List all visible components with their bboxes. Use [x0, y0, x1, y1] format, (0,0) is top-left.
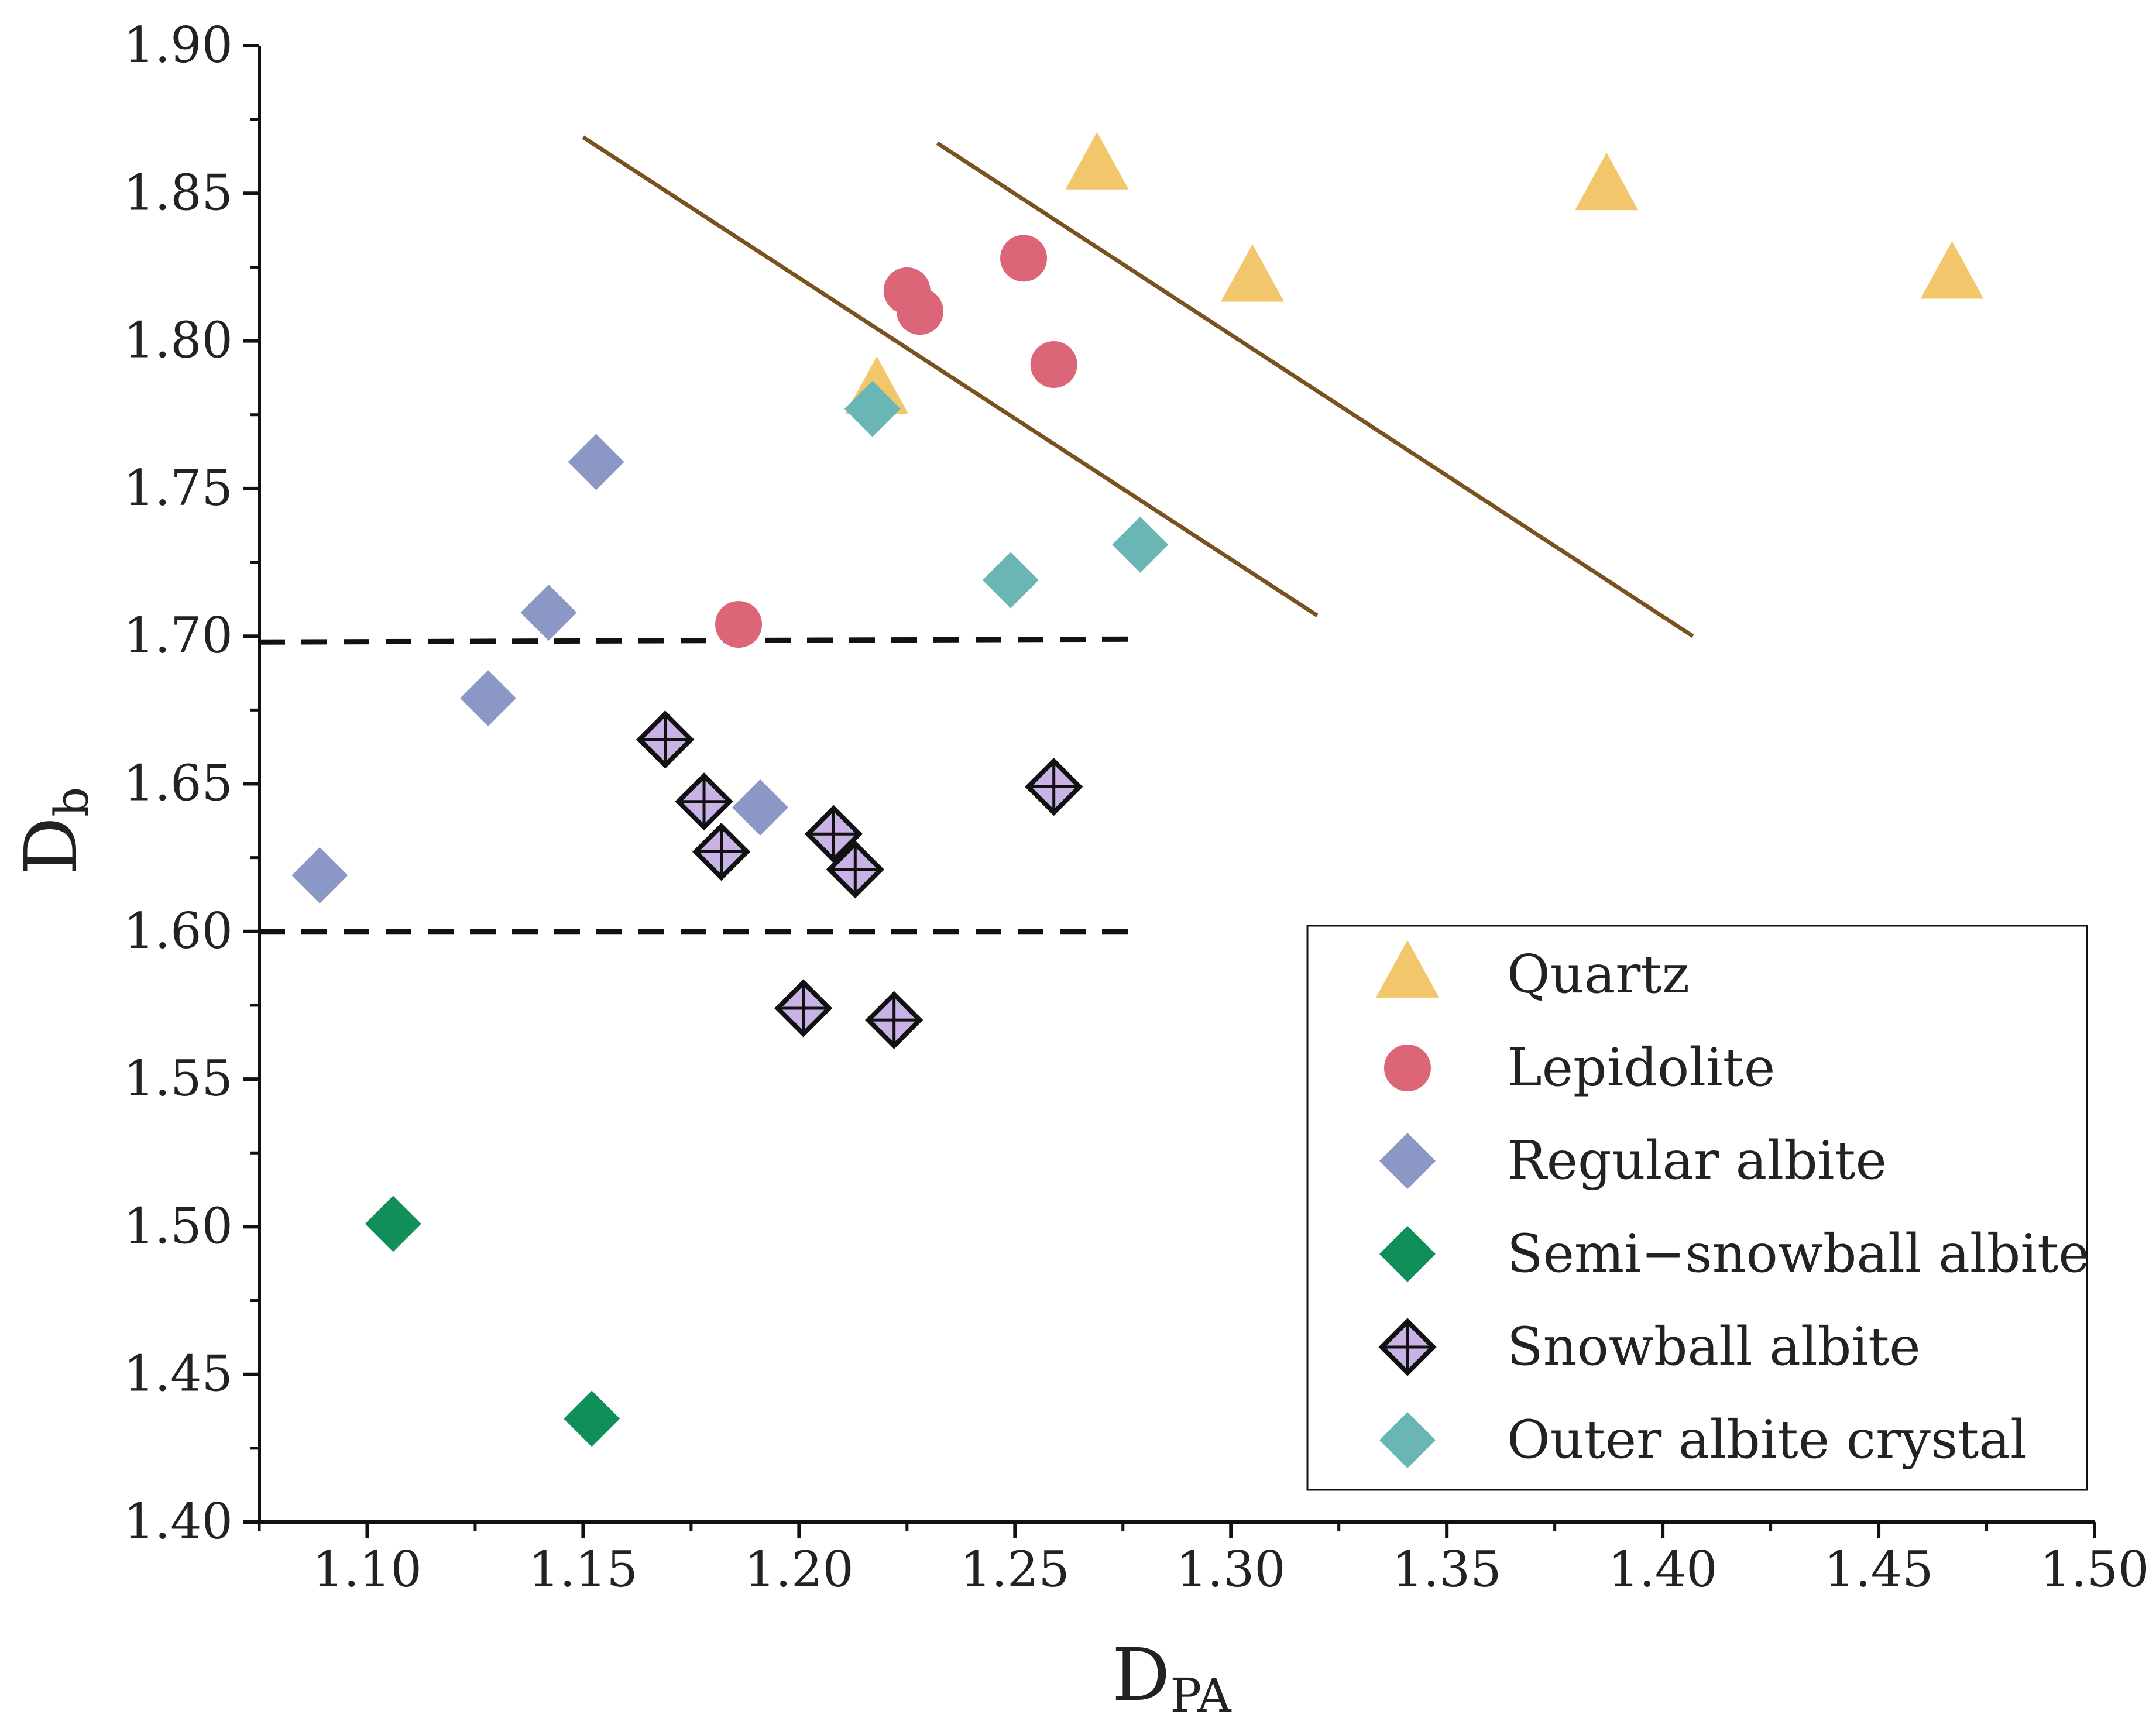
point-semi-snowball-albite-1: [365, 1195, 421, 1252]
legend-marker-snowball-albite: [1378, 1318, 1437, 1376]
y-tick-label: 1.40: [123, 1493, 233, 1550]
x-tick-label: 1.25: [960, 1541, 1070, 1598]
y-tick-label: 1.65: [123, 755, 233, 812]
point-semi-snowball-albite-2: [564, 1390, 620, 1447]
legend-box: [1306, 925, 2088, 1491]
y-axis-title: Db: [9, 787, 99, 875]
point-quartz-4: [1575, 152, 1639, 211]
point-outer-albite-crystal-2: [982, 552, 1039, 609]
point-regular-albite-4: [568, 434, 624, 490]
x-tick-label: 1.20: [744, 1541, 854, 1598]
x-tick-label: 1.40: [1608, 1541, 1718, 1598]
point-quartz-3: [1221, 244, 1285, 302]
y-tick-label: 1.90: [123, 16, 233, 74]
point-outer-albite-crystal-3: [1112, 516, 1169, 573]
x-tick-label: 1.30: [1176, 1541, 1286, 1598]
point-regular-albite-5: [732, 779, 788, 836]
point-snowball-albite-2: [675, 772, 733, 831]
point-quartz-2: [1065, 132, 1129, 190]
x-tick-label: 1.35: [1392, 1541, 1502, 1598]
x-axis-title-sub: PA: [1170, 1668, 1231, 1723]
x-tick-label: 1.15: [528, 1541, 638, 1598]
data-markers: [291, 132, 1984, 1447]
point-snowball-albite-1: [636, 710, 695, 769]
trend-line-1: [582, 135, 1319, 617]
point-quartz-5: [1920, 241, 1984, 299]
dashed-threshold-line-3: [259, 636, 1132, 645]
y-tick-label: 1.55: [123, 1050, 233, 1107]
point-snowball-albite-5: [804, 805, 863, 863]
point-snowball-albite-4: [774, 979, 833, 1038]
y-axis-title-main: D: [9, 817, 94, 875]
y-axis-title-sub: b: [44, 787, 99, 817]
trend-line-2: [936, 141, 1694, 638]
point-regular-albite-1: [291, 847, 348, 903]
legend-label-regular-albite: Regular albite: [1507, 1130, 1887, 1191]
x-axis-title-main: D: [1112, 1633, 1170, 1717]
point-regular-albite-2: [460, 670, 517, 727]
legend-marker-quartz: [1376, 940, 1439, 998]
legend-marker-outer-albite-crystal: [1379, 1412, 1436, 1468]
y-tick-label: 1.80: [123, 312, 233, 369]
y-tick-label: 1.50: [123, 1197, 233, 1255]
x-tick-label: 1.10: [313, 1541, 422, 1598]
reference-lines: [259, 135, 1694, 935]
y-ticks: 1.40 1.45 1.50 1.55 1.60 1.65 1.70 1.75 1.80 1.85…: [123, 16, 259, 1550]
legend-label-quartz: Quartz: [1507, 944, 1690, 1005]
point-regular-albite-3: [520, 584, 577, 641]
point-outer-albite-crystal-1: [844, 380, 901, 437]
point-snowball-albite-8: [1025, 757, 1083, 816]
y-tick-label: 1.75: [123, 459, 233, 517]
y-tick-label: 1.45: [123, 1345, 233, 1403]
legend-label-snowball-albite: Snowball albite: [1507, 1316, 1921, 1377]
series-regular-albite: [291, 434, 788, 903]
series-lepidolite: [715, 235, 1077, 648]
y-tick-label: 1.60: [123, 902, 233, 960]
legend-marker-regular-albite: [1379, 1133, 1436, 1189]
legend-label-outer-albite-crystal: Outer albite crystal: [1507, 1409, 2027, 1471]
x-tick-label: 1.45: [1824, 1541, 1934, 1598]
series-snowball-albite: [636, 710, 1083, 1049]
x-axis-title: DPA: [1112, 1633, 1232, 1723]
legend-marker-lepidolite: [1384, 1045, 1431, 1091]
y-tick-label: 1.85: [123, 164, 233, 221]
point-lepidolite-4: [1000, 235, 1048, 282]
point-snowball-albite-7: [865, 991, 923, 1049]
point-lepidolite-3: [896, 288, 943, 335]
legend: Quartz Lepidolite Regular albite Semi−snowb…: [1306, 925, 2090, 1491]
point-snowball-albite-6: [826, 840, 884, 899]
series-outer-albite-crystal: [844, 380, 1169, 609]
x-tick-label: 1.50: [2040, 1541, 2149, 1598]
x-ticks: 1.10 1.15 1.20 1.25 1.30 1.35 1.40 1.45 1.50: [258, 1522, 2150, 1598]
point-lepidolite-1: [715, 601, 763, 648]
legend-label-semi-snowball-albite: Semi−snowball albite: [1507, 1223, 2090, 1284]
point-lepidolite-5: [1030, 341, 1077, 388]
legend-label-lepidolite: Lepidolite: [1507, 1037, 1775, 1098]
y-tick-label: 1.70: [123, 607, 233, 664]
series-semi-snowball-albite: [365, 1195, 620, 1447]
legend-marker-semi-snowball-albite: [1379, 1226, 1436, 1282]
point-snowball-albite-3: [692, 822, 751, 881]
